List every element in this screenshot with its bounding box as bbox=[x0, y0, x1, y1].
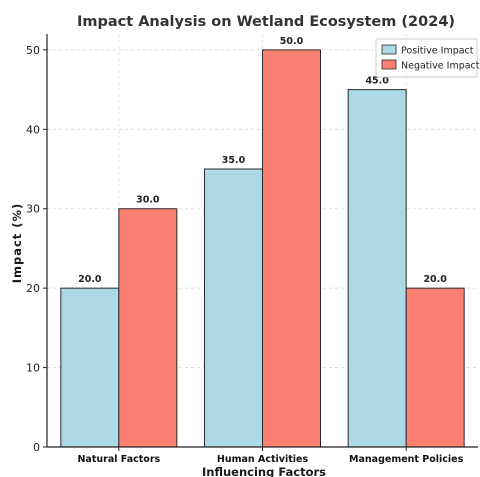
y-tick-label: 10 bbox=[26, 362, 40, 375]
y-tick-label: 20 bbox=[26, 282, 40, 295]
y-tick-label: 0 bbox=[33, 441, 40, 454]
legend: Positive Impact Negative Impact bbox=[375, 38, 480, 78]
bar-positive-0 bbox=[60, 287, 120, 448]
x-tick-label: Natural Factors bbox=[77, 454, 160, 465]
data-label: 30.0 bbox=[136, 195, 160, 206]
legend-entry: Negative Impact bbox=[401, 61, 480, 72]
data-label: 35.0 bbox=[222, 155, 246, 166]
data-labels: 20.0 30.0 35.0 50.0 45.0 20.0 bbox=[78, 36, 447, 285]
y-tick-label: 50 bbox=[26, 44, 40, 57]
bar-negative-2 bbox=[405, 287, 465, 448]
bar-positive-1 bbox=[204, 168, 263, 448]
axes: 0 10 20 30 40 50 Natural Factors Human Activiti… bbox=[26, 34, 478, 465]
legend-swatch bbox=[381, 59, 397, 70]
chart-title: Impact Analysis on Wetland Ecosystem (20… bbox=[77, 14, 455, 30]
y-axis-label: Impact (%) bbox=[10, 203, 24, 284]
x-tick-label: Management Policies bbox=[349, 454, 464, 465]
legend-box bbox=[375, 38, 478, 78]
bar-negative-1 bbox=[262, 49, 321, 448]
x-tick-label: Human Activities bbox=[217, 454, 309, 465]
bars bbox=[60, 49, 465, 448]
y-tick-label: 30 bbox=[26, 203, 40, 216]
legend-entry: Positive Impact bbox=[401, 46, 474, 57]
x-axis-label: Influencing Factors bbox=[202, 465, 326, 477]
y-tick-label: 40 bbox=[26, 123, 40, 136]
bar-positive-2 bbox=[347, 89, 407, 448]
data-label: 20.0 bbox=[423, 274, 447, 285]
data-label: 20.0 bbox=[78, 274, 102, 285]
data-label: 45.0 bbox=[365, 76, 389, 87]
bar-negative-0 bbox=[118, 208, 178, 448]
legend-swatch bbox=[381, 44, 397, 55]
data-label: 50.0 bbox=[280, 36, 304, 47]
